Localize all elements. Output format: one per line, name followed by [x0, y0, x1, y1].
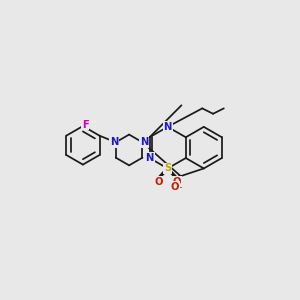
Text: F: F	[82, 119, 88, 130]
Text: S: S	[164, 164, 171, 173]
Text: N: N	[110, 137, 118, 147]
Text: N: N	[146, 153, 154, 163]
Text: N: N	[140, 137, 148, 147]
Text: O: O	[170, 182, 179, 192]
Text: N: N	[164, 122, 172, 132]
Text: O: O	[172, 176, 181, 187]
Text: O: O	[154, 176, 163, 187]
